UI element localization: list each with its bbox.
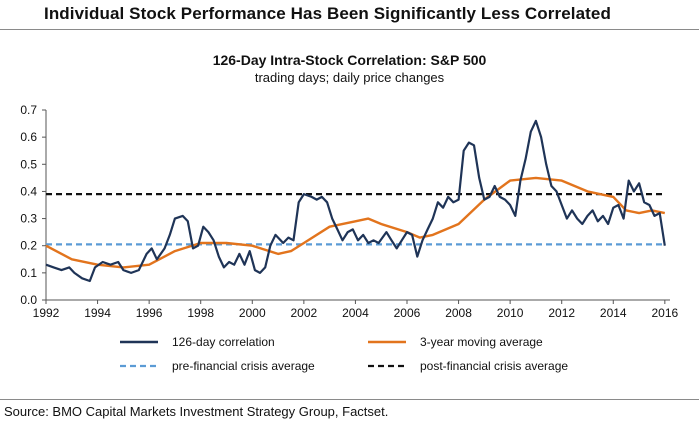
x-tick-label: 1994 <box>84 306 111 320</box>
x-tick-label: 2012 <box>548 306 575 320</box>
legend-label: 126-day correlation <box>172 335 275 349</box>
legend-label: 3-year moving average <box>420 335 543 349</box>
y-tick-label: 0.5 <box>20 157 37 171</box>
legend-label: post-financial crisis average <box>420 359 568 373</box>
y-tick-label: 0.1 <box>20 266 37 280</box>
x-tick-label: 2010 <box>497 306 524 320</box>
y-tick-label: 0.3 <box>20 212 37 226</box>
x-tick-label: 2000 <box>239 306 266 320</box>
y-tick-label: 0.7 <box>20 103 37 117</box>
x-tick-label: 2002 <box>290 306 317 320</box>
page-headline: Individual Stock Performance Has Been Si… <box>44 4 611 23</box>
chart-title: 126-Day Intra-Stock Correlation: S&P 500 <box>212 52 487 68</box>
x-tick-label: 1992 <box>33 306 60 320</box>
legend-label: pre-financial crisis average <box>172 359 315 373</box>
y-tick-label: 0.0 <box>20 293 37 307</box>
x-tick-label: 2004 <box>342 306 369 320</box>
x-tick-label: 2006 <box>394 306 421 320</box>
y-tick-label: 0.2 <box>20 239 37 253</box>
series-line-126-day-correlation <box>45 119 666 283</box>
x-tick-label: 1996 <box>136 306 163 320</box>
source-note: Source: BMO Capital Markets Investment S… <box>4 404 389 419</box>
headline-divider <box>0 29 699 30</box>
series-line-3-year-moving-average <box>45 176 666 269</box>
y-tick-label: 0.4 <box>20 184 37 198</box>
x-tick-label: 2016 <box>651 306 678 320</box>
y-tick-label: 0.6 <box>20 130 37 144</box>
x-tick-label: 2008 <box>445 306 472 320</box>
x-tick-label: 2014 <box>600 306 627 320</box>
chart-subtitle: trading days; daily price changes <box>254 70 445 85</box>
source-divider <box>0 399 699 400</box>
x-tick-label: 1998 <box>187 306 214 320</box>
